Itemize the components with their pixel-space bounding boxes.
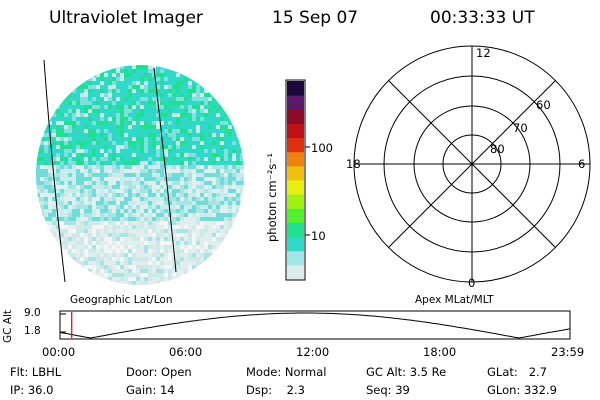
altitude-xtick-2359: 23:59	[551, 345, 585, 359]
colorbar-band	[287, 165, 304, 181]
longitude-line-left	[43, 59, 66, 283]
polar-diagonal-2	[388, 80, 556, 248]
status-glon: GLon: 332.9	[487, 383, 557, 397]
geographic-caption: Geographic Lat/Lon	[70, 294, 173, 306]
colorbar-tick-100: 100	[311, 141, 333, 155]
colorbar-unit-label: photon cm⁻²s⁻¹	[265, 153, 279, 242]
mlt-label-12: 12	[476, 46, 491, 60]
altitude-ylabel: GC Alt	[2, 309, 14, 343]
status-mode: Mode: Normal	[246, 365, 327, 379]
altitude-xtick-1800: 18:00	[423, 345, 457, 359]
colorbar-band	[287, 208, 304, 223]
aurora-image-disc	[36, 59, 244, 285]
colorbar-band	[287, 264, 304, 280]
colorbar-band	[287, 123, 304, 139]
altitude-plot-frame	[59, 310, 571, 340]
status-glat: GLat: 2.7	[487, 365, 548, 379]
altitude-xtick-0600: 06:00	[169, 345, 203, 359]
polar-plot	[353, 45, 591, 283]
status-seq: Seq: 39	[366, 383, 410, 397]
status-gain: Gain: 14	[126, 383, 175, 397]
colorbar-tick-10: 10	[311, 229, 326, 243]
altitude-ytick-9: 9.0	[24, 307, 41, 319]
status-door: Door: Open	[126, 365, 192, 379]
mlat-label-70: 70	[513, 121, 528, 135]
altitude-curve	[59, 312, 571, 339]
colorbar	[285, 79, 310, 281]
colorbar-band	[287, 236, 304, 252]
mlt-label-6: 6	[578, 157, 586, 171]
altitude-plot	[59, 310, 571, 340]
colorbar-band	[287, 95, 304, 110]
date-label: 15 Sep 07	[272, 8, 359, 28]
colorbar-band	[287, 222, 304, 238]
instrument-title: Ultraviolet Imager	[49, 8, 203, 28]
longitude-line-right	[153, 67, 177, 273]
colorbar-band	[287, 109, 304, 124]
colorbar-band	[287, 137, 304, 153]
time-label: 00:33:33 UT	[430, 8, 535, 28]
altitude-xtick-0000: 00:00	[42, 345, 76, 359]
status-ip: IP: 36.0	[10, 383, 54, 397]
status-filter: Flt: LBHL	[10, 365, 62, 379]
status-dsp: Dsp: 2.3	[246, 383, 305, 397]
colorbar-band	[287, 81, 304, 96]
altitude-ytick-1-8: 1.8	[24, 325, 41, 337]
status-gc-alt: GC Alt: 3.5 Re	[366, 365, 447, 379]
colorbar-band	[287, 250, 304, 266]
altitude-xtick-1200: 12:00	[296, 345, 330, 359]
colorbar-band	[287, 180, 304, 195]
mlat-label-80: 80	[490, 142, 505, 156]
colorbar-band	[287, 194, 304, 209]
mlt-label-0: 0	[468, 276, 476, 290]
colorbar-band	[287, 151, 304, 167]
mlat-label-60: 60	[536, 98, 551, 112]
apex-caption: Apex MLat/MLT	[415, 294, 494, 306]
mlt-label-18: 18	[346, 157, 361, 171]
